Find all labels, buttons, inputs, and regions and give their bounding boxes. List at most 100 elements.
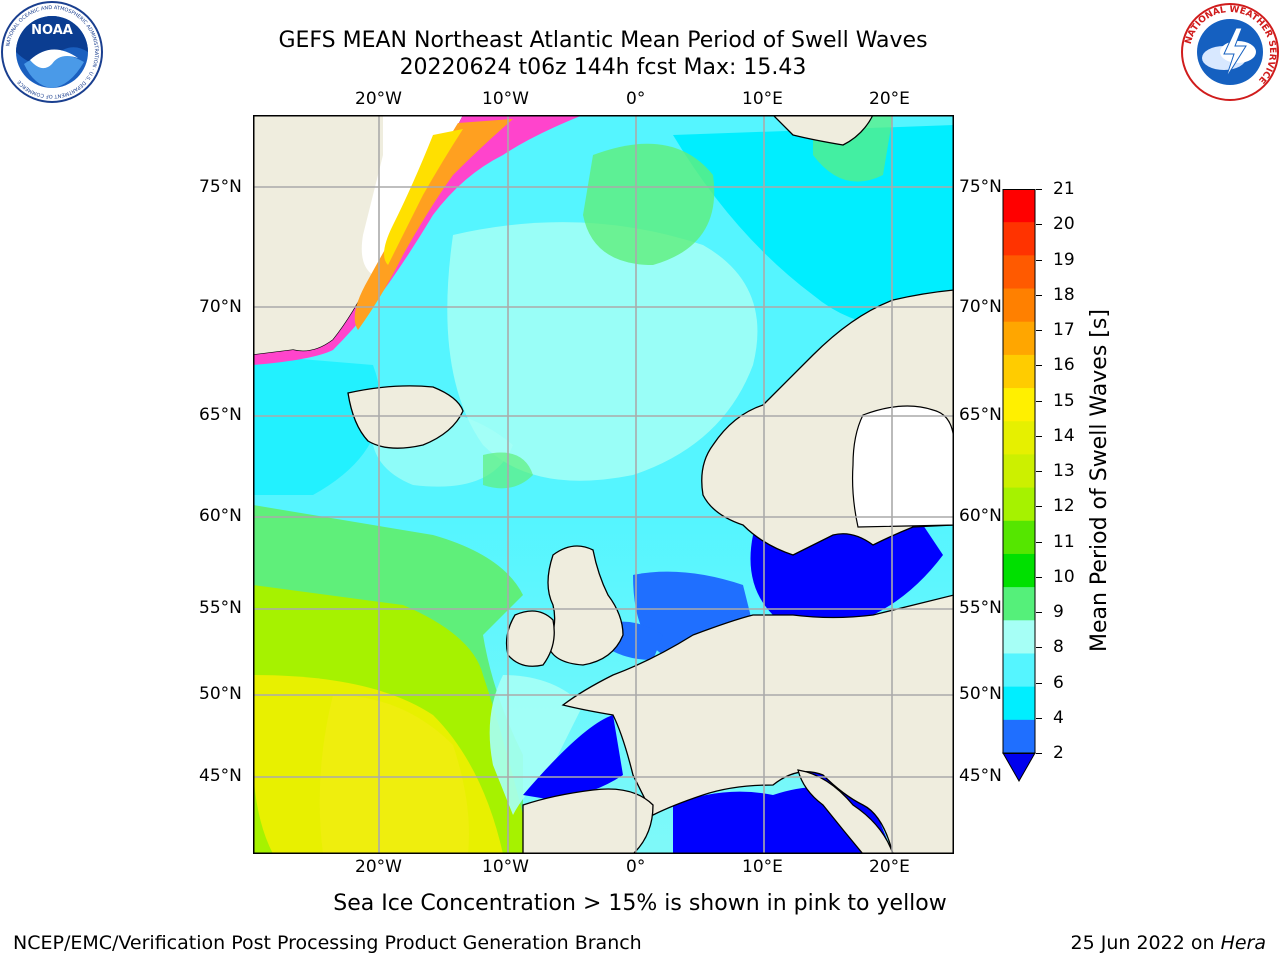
colorbar-segment-10 xyxy=(1003,520,1035,555)
colorbar-tick-mark xyxy=(1036,647,1042,649)
colorbar-segment-6 xyxy=(1003,388,1035,422)
colorbar-tick-mark xyxy=(1036,224,1042,226)
colorbar-segment-1 xyxy=(1003,222,1035,256)
colorbar-tick-4: 4 xyxy=(1053,707,1064,728)
ice-white-finland xyxy=(851,405,955,528)
colorbar-tick-mark xyxy=(1036,576,1042,578)
colorbar-segment-12 xyxy=(1003,587,1035,621)
colorbar-frame xyxy=(1002,189,1036,754)
lat-label-right-45n: 45°N xyxy=(959,766,1002,786)
noaa-logo: NOAA NATIONAL OCEANIC AND ATMOSPHERIC AD… xyxy=(0,0,104,104)
colorbar-segment-3 xyxy=(1003,288,1035,323)
colorbar-tick-6: 6 xyxy=(1053,672,1064,693)
footer-host: Hera xyxy=(1220,932,1266,954)
colorbar-tick-17: 17 xyxy=(1053,320,1075,340)
colorbar-tick-mark xyxy=(1036,400,1042,402)
lon-label-top-20e: 20°E xyxy=(869,89,910,109)
colorbar-tick-mark xyxy=(1036,365,1042,367)
map-panel xyxy=(252,114,955,855)
sea-ice-orange xyxy=(354,119,513,330)
colorbar-segment-16 xyxy=(1003,719,1035,754)
colorbar-tick-13: 13 xyxy=(1053,461,1075,481)
colorbar-label: Mean Period of Swell Waves [s] xyxy=(1087,309,1112,652)
sea-ice-caption: Sea Ice Concentration > 15% is shown in … xyxy=(333,891,947,916)
lon-label-bottom-0: 0° xyxy=(626,857,646,877)
colorbar-segment-13 xyxy=(1003,620,1035,654)
colorbar-tick-labels: 21 20 19 18 17 16 15 14 13 12 11 10 9 8 6 4 2 xyxy=(1036,179,1113,763)
ocean-deep-blue-biscay xyxy=(523,715,623,800)
colorbar xyxy=(1002,189,1036,783)
land-europe xyxy=(561,594,955,855)
land-iberia xyxy=(522,788,654,855)
lon-label-top-20w: 20°W xyxy=(355,89,402,109)
map-title: GEFS MEAN Northeast Atlantic Mean Period… xyxy=(278,28,928,53)
lon-label-top-10w: 10°W xyxy=(482,89,529,109)
nws-logo: NATIONAL WEATHER SERVICE xyxy=(1180,2,1280,102)
colorbar-tick-15: 15 xyxy=(1053,390,1075,411)
lat-label-left-45n: 45°N xyxy=(199,766,242,786)
colorbar-tick-mark xyxy=(1036,682,1042,684)
footer-date-text: 25 Jun 2022 on xyxy=(1070,932,1215,954)
colorbar-tick-12: 12 xyxy=(1053,496,1075,517)
lon-label-bottom-10w: 10°W xyxy=(482,857,529,877)
noaa-logo-text: NOAA xyxy=(31,23,73,38)
ocean-green-patch-north xyxy=(583,143,715,265)
colorbar-tick-2: 2 xyxy=(1053,743,1064,763)
colorbar-tick-10: 10 xyxy=(1053,566,1075,587)
graticule xyxy=(253,115,954,854)
colorbar-tick-16: 16 xyxy=(1053,355,1075,376)
lat-label-right-75n: 75°N xyxy=(959,177,1002,197)
lon-label-top-10e: 10°E xyxy=(742,89,783,109)
colorbar-tick-mark xyxy=(1036,330,1042,331)
lat-label-left-65n: 65°N xyxy=(199,405,242,425)
colorbar-tick-mark xyxy=(1036,612,1042,613)
colorbar-tick-mark xyxy=(1036,189,1042,190)
colorbar-segment-14 xyxy=(1003,653,1035,688)
colorbar-tick-9: 9 xyxy=(1053,602,1064,622)
lat-label-left-70n: 70°N xyxy=(199,297,242,317)
colorbar-tick-mark xyxy=(1036,259,1042,261)
colorbar-tick-mark xyxy=(1036,753,1042,754)
colorbar-tick-mark xyxy=(1036,541,1042,543)
colorbar-tick-21: 21 xyxy=(1053,179,1075,199)
footer-date: 25 Jun 2022 on Hera xyxy=(1071,932,1267,954)
colorbar-extend-arrow xyxy=(1002,752,1036,783)
colorbar-segment-5 xyxy=(1003,354,1035,389)
lat-label-left-75n: 75°N xyxy=(199,177,242,197)
ocean-cyan-zone xyxy=(673,125,954,327)
colorbar-tick-11: 11 xyxy=(1053,531,1075,552)
colorbar-segment-4 xyxy=(1003,321,1035,356)
lon-label-bottom-20e: 20°E xyxy=(869,857,910,877)
lon-label-bottom-20w: 20°W xyxy=(355,857,402,877)
land-svalbard xyxy=(771,114,875,146)
colorbar-tick-mark xyxy=(1036,471,1042,472)
map-frame xyxy=(253,115,954,854)
colorbar-tick-mark xyxy=(1036,435,1042,437)
lon-label-bottom-10e: 10°E xyxy=(742,857,783,877)
colorbar-tick-mark xyxy=(1036,294,1042,296)
land-ireland xyxy=(505,610,555,667)
footer-credit: NCEP/EMC/Verification Post Processing Pr… xyxy=(13,932,642,954)
lat-label-left-60n: 60°N xyxy=(199,506,242,526)
lat-label-left-50n: 50°N xyxy=(199,684,242,704)
colorbar-segment-9 xyxy=(1003,487,1035,522)
colorbar-tick-mark xyxy=(1036,506,1042,508)
colorbar-segment-7 xyxy=(1003,421,1035,455)
colorbar-tick-mark xyxy=(1036,717,1042,719)
colorbar-segment-8 xyxy=(1003,454,1035,489)
lat-label-right-50n: 50°N xyxy=(959,684,1002,704)
colorbar-tick-8: 8 xyxy=(1053,637,1064,658)
lat-label-right-70n: 70°N xyxy=(959,297,1002,317)
lat-label-right-55n: 55°N xyxy=(959,598,1002,618)
colorbar-tick-14: 14 xyxy=(1053,425,1075,446)
colorbar-segment-2 xyxy=(1003,255,1035,290)
map-subtitle: 20220624 t06z 144h fcst Max: 15.43 xyxy=(399,55,807,80)
lat-label-right-60n: 60°N xyxy=(959,506,1002,526)
colorbar-segment-15 xyxy=(1003,686,1035,721)
lon-label-top-0: 0° xyxy=(626,89,646,109)
land-iceland xyxy=(347,385,464,449)
lat-label-right-65n: 65°N xyxy=(959,405,1002,425)
colorbar-tick-19: 19 xyxy=(1053,249,1075,270)
lat-label-left-55n: 55°N xyxy=(199,598,242,618)
colorbar-tick-18: 18 xyxy=(1053,284,1075,305)
